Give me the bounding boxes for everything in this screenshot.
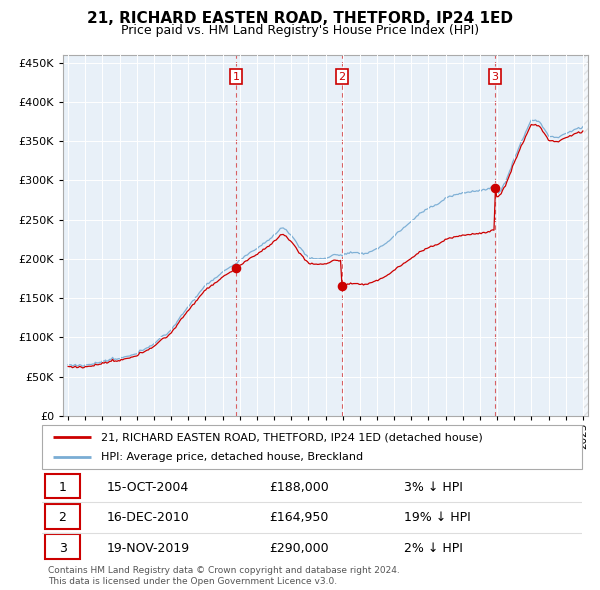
FancyBboxPatch shape [45, 535, 80, 559]
FancyBboxPatch shape [45, 474, 80, 498]
Text: 3: 3 [59, 542, 67, 555]
Text: This data is licensed under the Open Government Licence v3.0.: This data is licensed under the Open Gov… [48, 577, 337, 586]
Text: 21, RICHARD EASTEN ROAD, THETFORD, IP24 1ED (detached house): 21, RICHARD EASTEN ROAD, THETFORD, IP24 … [101, 432, 483, 442]
Text: £164,950: £164,950 [269, 511, 328, 525]
Text: 1: 1 [233, 71, 239, 81]
Text: Contains HM Land Registry data © Crown copyright and database right 2024.: Contains HM Land Registry data © Crown c… [48, 566, 400, 575]
Text: 3% ↓ HPI: 3% ↓ HPI [404, 481, 463, 494]
Text: 16-DEC-2010: 16-DEC-2010 [107, 511, 190, 525]
Point [337, 282, 347, 291]
Text: £188,000: £188,000 [269, 481, 329, 494]
Text: 2: 2 [338, 71, 346, 81]
Text: 19% ↓ HPI: 19% ↓ HPI [404, 511, 470, 525]
Point [490, 183, 500, 193]
Text: Price paid vs. HM Land Registry's House Price Index (HPI): Price paid vs. HM Land Registry's House … [121, 24, 479, 37]
Text: 19-NOV-2019: 19-NOV-2019 [107, 542, 190, 555]
Text: 3: 3 [491, 71, 499, 81]
Text: 2% ↓ HPI: 2% ↓ HPI [404, 542, 463, 555]
Point [232, 264, 241, 273]
FancyBboxPatch shape [42, 425, 582, 469]
Text: 1: 1 [59, 481, 67, 494]
FancyBboxPatch shape [45, 504, 80, 529]
Text: HPI: Average price, detached house, Breckland: HPI: Average price, detached house, Brec… [101, 452, 364, 461]
Text: 21, RICHARD EASTEN ROAD, THETFORD, IP24 1ED: 21, RICHARD EASTEN ROAD, THETFORD, IP24 … [87, 11, 513, 25]
Text: 15-OCT-2004: 15-OCT-2004 [107, 481, 189, 494]
Text: £290,000: £290,000 [269, 542, 328, 555]
Text: 2: 2 [59, 511, 67, 525]
